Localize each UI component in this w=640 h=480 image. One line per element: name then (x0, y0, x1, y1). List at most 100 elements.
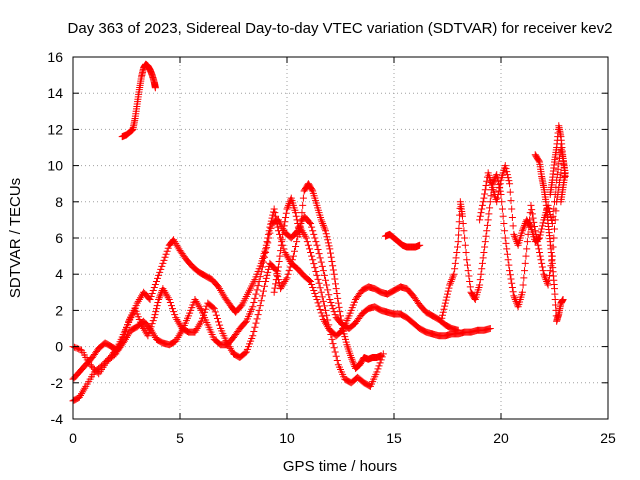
data-point (285, 267, 293, 275)
y-tick-label: 12 (47, 121, 63, 137)
data-point (444, 290, 451, 298)
data-point (331, 275, 339, 283)
data-point (305, 218, 313, 226)
data-point (448, 276, 456, 284)
data-point (331, 311, 339, 319)
data-point (337, 316, 345, 324)
data-point (481, 190, 489, 198)
data-point (324, 316, 332, 324)
data-point (328, 302, 336, 310)
data-point (416, 241, 424, 249)
data-point (265, 262, 273, 270)
data-point (134, 297, 142, 305)
data-point (373, 368, 381, 376)
data-point (510, 230, 518, 238)
data-point (215, 283, 223, 291)
data-point (266, 229, 274, 237)
data-point (255, 277, 263, 285)
data-point (313, 296, 321, 304)
data-point (265, 234, 273, 242)
data-point (136, 294, 144, 302)
data-point (324, 236, 332, 244)
series-J (546, 122, 569, 206)
data-point (313, 241, 321, 249)
data-point (502, 165, 510, 173)
data-point (551, 198, 558, 206)
data-point (154, 299, 162, 307)
data-point (471, 294, 479, 302)
data-point (492, 172, 500, 180)
data-point (336, 308, 344, 316)
data-point (501, 227, 509, 235)
data-point (263, 271, 271, 279)
data-point (486, 198, 494, 206)
data-point (124, 321, 132, 329)
data-point (171, 311, 179, 319)
data-point (310, 260, 318, 268)
data-point (314, 299, 322, 307)
data-point (164, 244, 172, 252)
data-point (194, 301, 202, 309)
data-point (540, 270, 548, 278)
data-point (445, 284, 453, 292)
data-point (241, 349, 249, 357)
data-point (165, 296, 173, 304)
data-point (280, 245, 288, 253)
data-point (486, 325, 494, 332)
data-point (331, 348, 339, 356)
data-point (324, 286, 332, 294)
data-point (226, 344, 234, 352)
data-point (519, 281, 527, 289)
data-point (151, 311, 159, 319)
data-point (308, 223, 316, 231)
data-point (477, 270, 485, 278)
data-point (252, 319, 260, 327)
data-point (227, 346, 235, 354)
data-point (332, 352, 340, 360)
data-point (160, 286, 168, 294)
data-point (521, 221, 529, 229)
data-point (283, 205, 291, 213)
data-point (439, 311, 447, 319)
data-point (504, 256, 512, 264)
data-point (455, 231, 463, 239)
data-point (377, 352, 385, 360)
data-point (508, 213, 516, 221)
data-point (503, 168, 511, 176)
data-point (333, 356, 341, 364)
data-point (170, 236, 178, 244)
data-point (298, 209, 306, 217)
data-point (149, 330, 157, 338)
data-point (70, 343, 78, 351)
data-point (455, 224, 463, 232)
data-point (312, 267, 320, 275)
data-point (259, 258, 267, 266)
data-point (349, 357, 357, 365)
data-point (303, 238, 311, 246)
data-point (219, 290, 227, 298)
data-point (451, 259, 459, 267)
data-point (498, 205, 506, 213)
data-point (153, 302, 161, 310)
data-point (308, 280, 316, 288)
data-point (255, 306, 263, 314)
data-point (520, 223, 528, 231)
data-point (263, 244, 271, 252)
data-point (527, 201, 535, 209)
data-point (272, 267, 280, 275)
data-point (482, 232, 490, 240)
data-point (310, 230, 318, 238)
data-point (210, 305, 218, 313)
data-point (316, 254, 324, 262)
data-point (212, 311, 220, 319)
y-tick-label: -4 (51, 411, 64, 427)
data-point (543, 279, 551, 287)
data-point (264, 268, 272, 276)
data-point (274, 263, 282, 271)
data-point (197, 317, 205, 325)
data-point (305, 277, 313, 285)
data-point (269, 208, 277, 216)
y-tick-label: 14 (47, 85, 63, 101)
data-point (211, 308, 219, 316)
data-point (301, 232, 309, 240)
